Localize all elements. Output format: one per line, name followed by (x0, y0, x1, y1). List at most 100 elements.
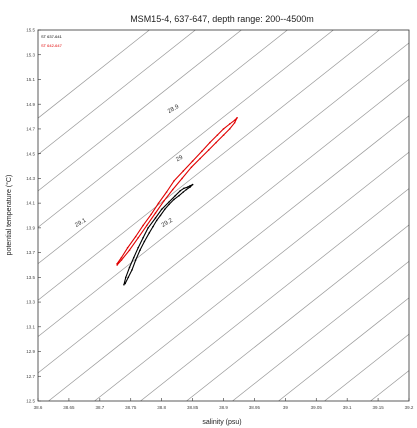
isopycnal-label: 29.1 (74, 217, 88, 228)
y-axis-ticks: 12.5 12.7 12.9 13.1 13.3 13.5 13.7 13.9 14.1 14.3… (26, 28, 41, 404)
plot-frame (37, 29, 410, 402)
x-axis-label: salinity (psu) (202, 419, 241, 426)
x-tick-label: 38.6 (34, 405, 43, 410)
data-point (209, 141, 211, 144)
data-point (182, 170, 185, 172)
data-point (168, 203, 170, 206)
data-point (222, 128, 225, 130)
data-point (134, 235, 137, 238)
data-point (233, 119, 236, 122)
data-point (128, 249, 131, 251)
data-point (120, 259, 123, 261)
data-point (134, 259, 137, 261)
data-point (189, 185, 191, 187)
y-tick-label: 13.7 (26, 250, 35, 255)
data-point (190, 166, 193, 169)
data-point (201, 150, 203, 152)
data-point (127, 276, 130, 279)
x-tick-label: 39 (283, 405, 289, 410)
y-tick-label: 14.9 (26, 102, 35, 107)
series-line (123, 184, 194, 285)
data-point (163, 199, 165, 202)
data-point (128, 266, 131, 269)
data-point (133, 256, 135, 259)
legend-entry: ST 642-647 (41, 43, 63, 48)
data-point (142, 224, 144, 227)
x-tick-label: 38.95 (249, 405, 261, 410)
data-point (199, 157, 201, 160)
data-point (171, 188, 174, 191)
data-point (152, 225, 154, 228)
data-point (185, 188, 188, 191)
data-point (165, 191, 168, 193)
data-point (189, 186, 191, 188)
x-tick-label: 39.05 (311, 405, 323, 410)
data-point (116, 262, 118, 265)
y-tick-label: 15.1 (26, 77, 35, 82)
data-point (137, 236, 139, 239)
data-point (159, 214, 162, 217)
isopycnal-labels: 28.9 29 29.1 29.2 (74, 104, 184, 229)
isopycnal-label: 28.9 (167, 104, 181, 115)
data-point (191, 183, 194, 186)
data-point (157, 202, 160, 204)
isopycnal-line (139, 188, 409, 401)
y-tick-label: 14.1 (26, 201, 35, 206)
data-point (124, 282, 126, 285)
data-point (228, 128, 231, 130)
legend: ST 637-641 ST 642-647 (41, 34, 63, 48)
isopycnal-line (369, 370, 409, 401)
data-point (125, 276, 127, 279)
data-point (168, 201, 170, 203)
y-tick-label: 13.1 (26, 324, 35, 329)
isopycnal-line (277, 297, 409, 401)
x-tick-label: 38.75 (125, 405, 137, 410)
data-point (216, 134, 219, 136)
data-point (155, 219, 158, 222)
data-point (131, 269, 133, 271)
series-line (116, 117, 238, 266)
data-point (139, 249, 141, 251)
isopycnal-label: 29.2 (161, 217, 175, 228)
isopycnal-label: 29 (175, 154, 184, 163)
data-point (183, 187, 185, 190)
data-point (163, 208, 166, 211)
data-point (173, 180, 175, 182)
data-point (150, 213, 152, 216)
data-series (116, 117, 238, 286)
data-point (233, 121, 236, 124)
y-tick-label: 14.5 (26, 151, 35, 156)
x-tick-label: 38.85 (187, 405, 199, 410)
data-point (142, 236, 144, 239)
data-point (215, 141, 217, 144)
data-point (147, 227, 149, 229)
data-point (148, 232, 151, 234)
y-tick-label: 14.7 (26, 127, 35, 132)
data-point (160, 208, 163, 211)
data-point (116, 264, 118, 266)
data-point (178, 194, 180, 197)
data-point (186, 186, 189, 188)
data-point (222, 134, 225, 136)
x-tick-label: 38.65 (63, 405, 75, 410)
data-point (143, 240, 146, 243)
data-point (154, 212, 157, 214)
y-tick-label: 13.9 (26, 225, 35, 230)
legend-entry: ST 637-641 (41, 34, 63, 39)
x-tick-label: 39.15 (372, 405, 384, 410)
y-tick-label: 14.3 (26, 176, 35, 181)
y-tick-label: 13.3 (26, 300, 35, 305)
chart-title: MSM15-4, 637-647, depth range: 200--4500… (130, 14, 314, 24)
data-point (173, 198, 175, 201)
x-tick-label: 39.2 (405, 405, 414, 410)
data-point (120, 256, 123, 259)
isopycnal-line (323, 333, 409, 401)
isopycnal-line (185, 224, 409, 401)
x-tick-label: 38.9 (219, 405, 228, 410)
